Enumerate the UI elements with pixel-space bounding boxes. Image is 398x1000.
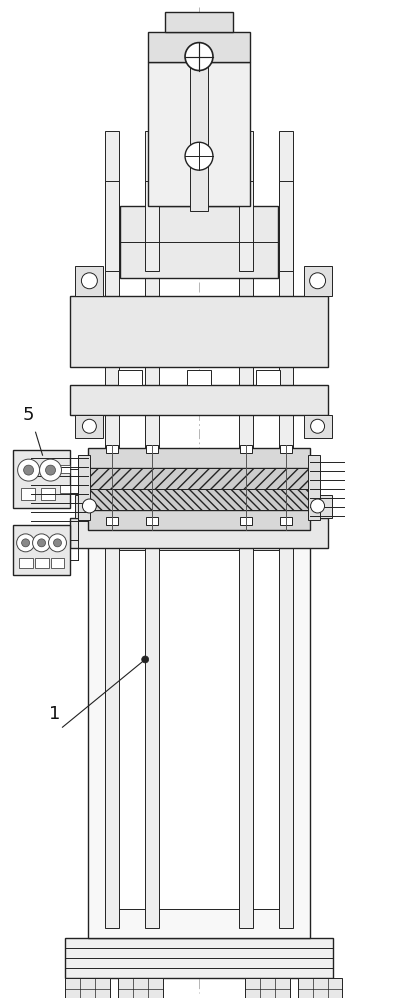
Circle shape <box>21 539 29 547</box>
Bar <box>120 206 278 278</box>
Bar <box>88 468 310 489</box>
Bar <box>187 370 211 385</box>
Circle shape <box>185 43 213 71</box>
Circle shape <box>310 419 324 433</box>
Bar <box>308 455 320 520</box>
Bar <box>65 938 333 978</box>
Circle shape <box>18 459 39 481</box>
Circle shape <box>310 499 324 513</box>
Bar <box>76 415 103 438</box>
Bar <box>70 296 328 367</box>
Bar <box>105 131 119 928</box>
Bar <box>298 978 343 1000</box>
Circle shape <box>33 534 51 552</box>
Bar <box>76 495 103 518</box>
Bar <box>21 488 35 500</box>
Bar <box>304 415 332 438</box>
Bar <box>106 445 118 453</box>
Bar <box>13 525 70 575</box>
Bar <box>148 32 250 62</box>
Bar <box>60 465 70 473</box>
Bar <box>304 266 332 296</box>
Bar <box>245 978 290 1000</box>
Text: 5: 5 <box>23 406 34 424</box>
Bar <box>279 131 293 928</box>
Bar <box>65 978 110 1000</box>
Bar <box>145 131 159 928</box>
Bar <box>108 550 290 909</box>
Bar <box>13 450 70 508</box>
Circle shape <box>39 459 61 481</box>
Bar <box>239 131 253 928</box>
Bar <box>118 978 163 1000</box>
Bar <box>76 266 103 296</box>
Circle shape <box>310 273 326 289</box>
Circle shape <box>23 465 33 475</box>
Bar <box>70 385 328 415</box>
Circle shape <box>82 419 96 433</box>
Circle shape <box>45 465 55 475</box>
Bar <box>105 181 119 271</box>
Bar <box>279 181 293 271</box>
Bar <box>146 445 158 453</box>
Bar <box>88 448 310 468</box>
Circle shape <box>185 142 213 170</box>
Bar <box>256 370 280 385</box>
Bar <box>304 495 332 518</box>
Bar <box>70 518 328 548</box>
Circle shape <box>82 273 98 289</box>
Bar <box>240 445 252 453</box>
Circle shape <box>142 656 149 663</box>
Bar <box>165 12 233 32</box>
Bar <box>35 558 49 568</box>
Bar <box>88 530 310 938</box>
Circle shape <box>53 539 61 547</box>
Bar <box>88 489 310 510</box>
Circle shape <box>82 499 96 513</box>
Bar <box>148 62 250 206</box>
Bar <box>280 445 292 453</box>
Bar <box>19 558 33 568</box>
Circle shape <box>37 539 45 547</box>
Bar <box>60 485 70 493</box>
Circle shape <box>17 534 35 552</box>
Bar <box>106 517 118 525</box>
Bar <box>41 488 55 500</box>
Bar <box>51 558 64 568</box>
Bar <box>88 510 310 530</box>
Bar <box>190 32 208 211</box>
Bar <box>239 181 253 271</box>
Bar <box>146 517 158 525</box>
Bar <box>78 455 90 520</box>
Circle shape <box>49 534 66 552</box>
Bar <box>118 370 142 385</box>
Text: 1: 1 <box>49 705 60 723</box>
Bar <box>280 517 292 525</box>
Bar <box>240 517 252 525</box>
Bar <box>145 181 159 271</box>
